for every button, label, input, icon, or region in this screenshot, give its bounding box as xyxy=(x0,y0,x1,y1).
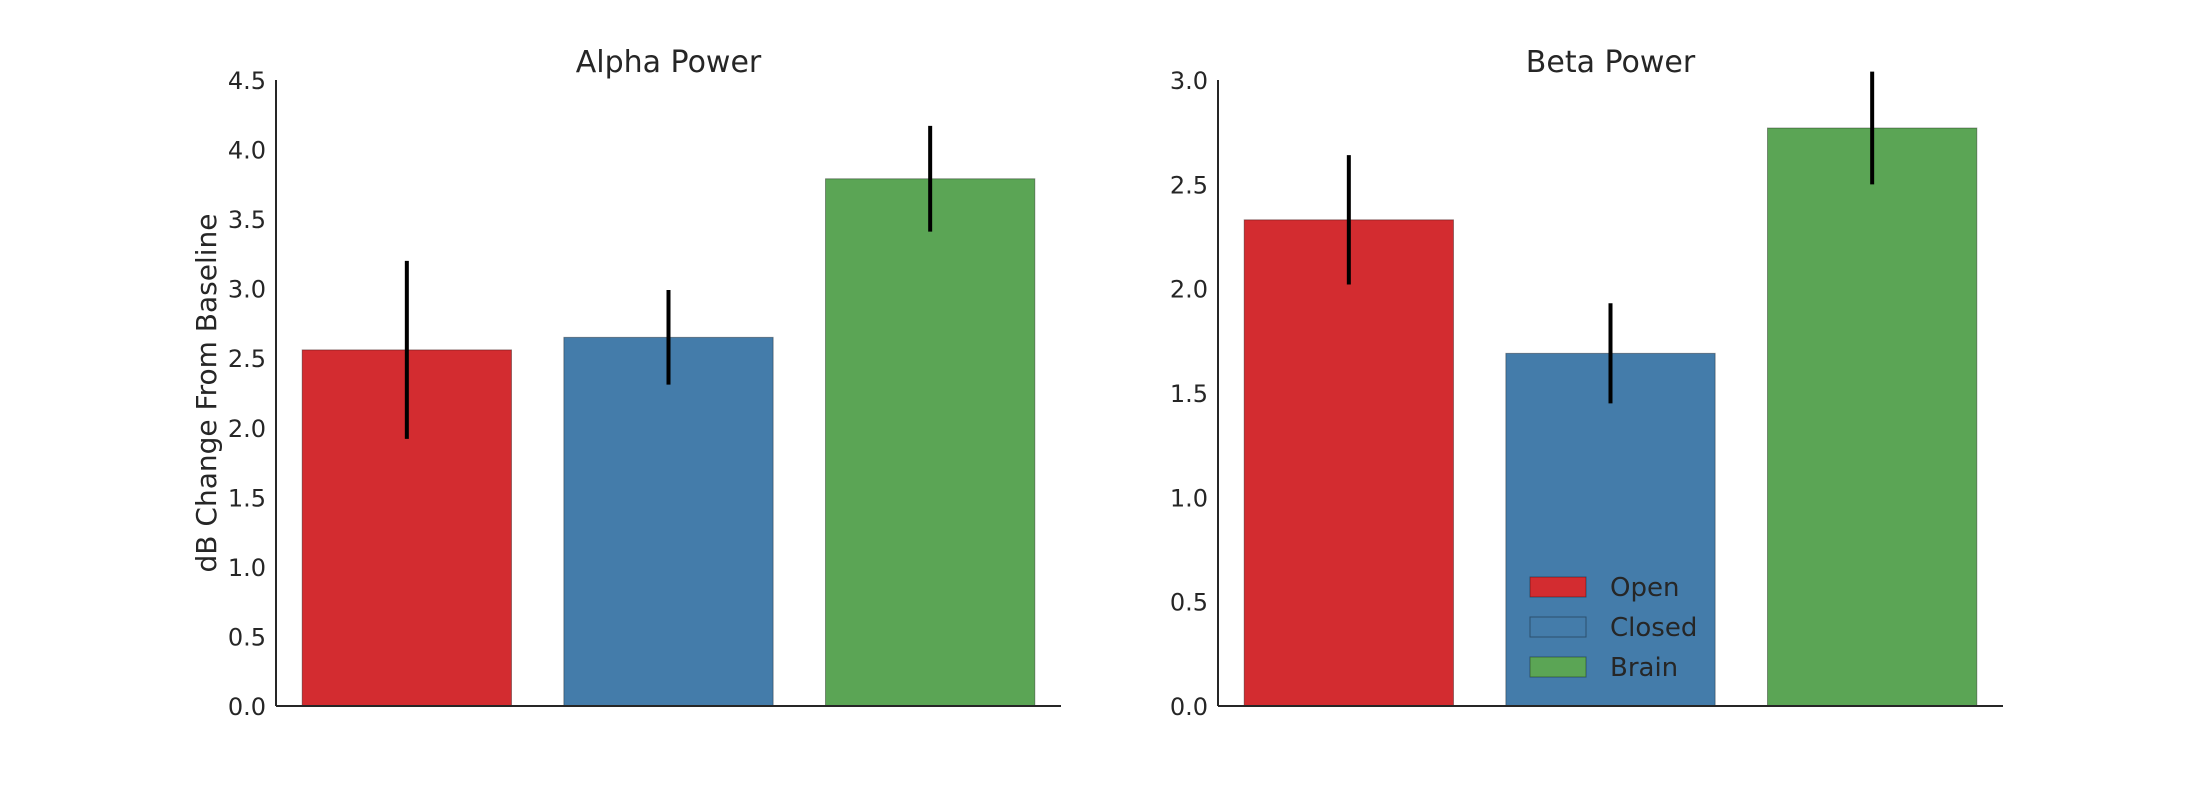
bar-closed xyxy=(563,336,774,707)
bar-brain xyxy=(1767,127,1978,707)
y-tick-label: 0.5 xyxy=(228,623,266,651)
y-tick-label: 1.5 xyxy=(228,484,266,512)
legend-swatch-open xyxy=(1529,576,1587,598)
bar-open xyxy=(1243,219,1454,707)
y-axis-label: dB Change From Baseline xyxy=(190,214,223,573)
y-tick-label: 3.0 xyxy=(228,276,266,304)
y-tick-label: 4.5 xyxy=(228,67,266,95)
legend-label-open: Open xyxy=(1610,573,1679,603)
y-tick-label: 3.0 xyxy=(1170,67,1208,95)
y-tick-label: 1.0 xyxy=(228,554,266,582)
chart-title: Beta Power xyxy=(1526,45,1696,80)
y-tick-label: 0.5 xyxy=(1170,589,1208,617)
chart-panel-1: 0.0 0.5 1.0 1.5 2.0 2.5 3.0 Beta Power Open Close… xyxy=(1170,45,2003,721)
legend: Open Closed Brain xyxy=(1529,573,1697,683)
y-tick-label: 2.0 xyxy=(1170,276,1208,304)
y-tick-label: 3.5 xyxy=(228,206,266,234)
y-tick-label: 0.0 xyxy=(1170,693,1208,721)
chart-panel-0: 0.0 0.5 1.0 1.5 2.0 2.5 3.0 3.5 4.0 4.5 Alpha Powe… xyxy=(190,45,1061,721)
y-tick-label: 0.0 xyxy=(228,693,266,721)
bar-closed xyxy=(1505,352,1716,707)
legend-swatch-brain xyxy=(1529,656,1587,678)
y-tick-label: 2.5 xyxy=(1170,171,1208,199)
y-tick-label: 2.5 xyxy=(228,345,266,373)
y-tick-label: 4.0 xyxy=(228,137,266,165)
legend-swatch-closed xyxy=(1529,616,1587,638)
legend-label-closed: Closed xyxy=(1610,613,1697,643)
chart-title: Alpha Power xyxy=(576,45,762,80)
legend-label-brain: Brain xyxy=(1610,653,1678,683)
bar-brain xyxy=(825,178,1036,707)
y-tick-label: 2.0 xyxy=(228,415,266,443)
y-tick-label: 1.5 xyxy=(1170,380,1208,408)
y-tick-label: 1.0 xyxy=(1170,484,1208,512)
